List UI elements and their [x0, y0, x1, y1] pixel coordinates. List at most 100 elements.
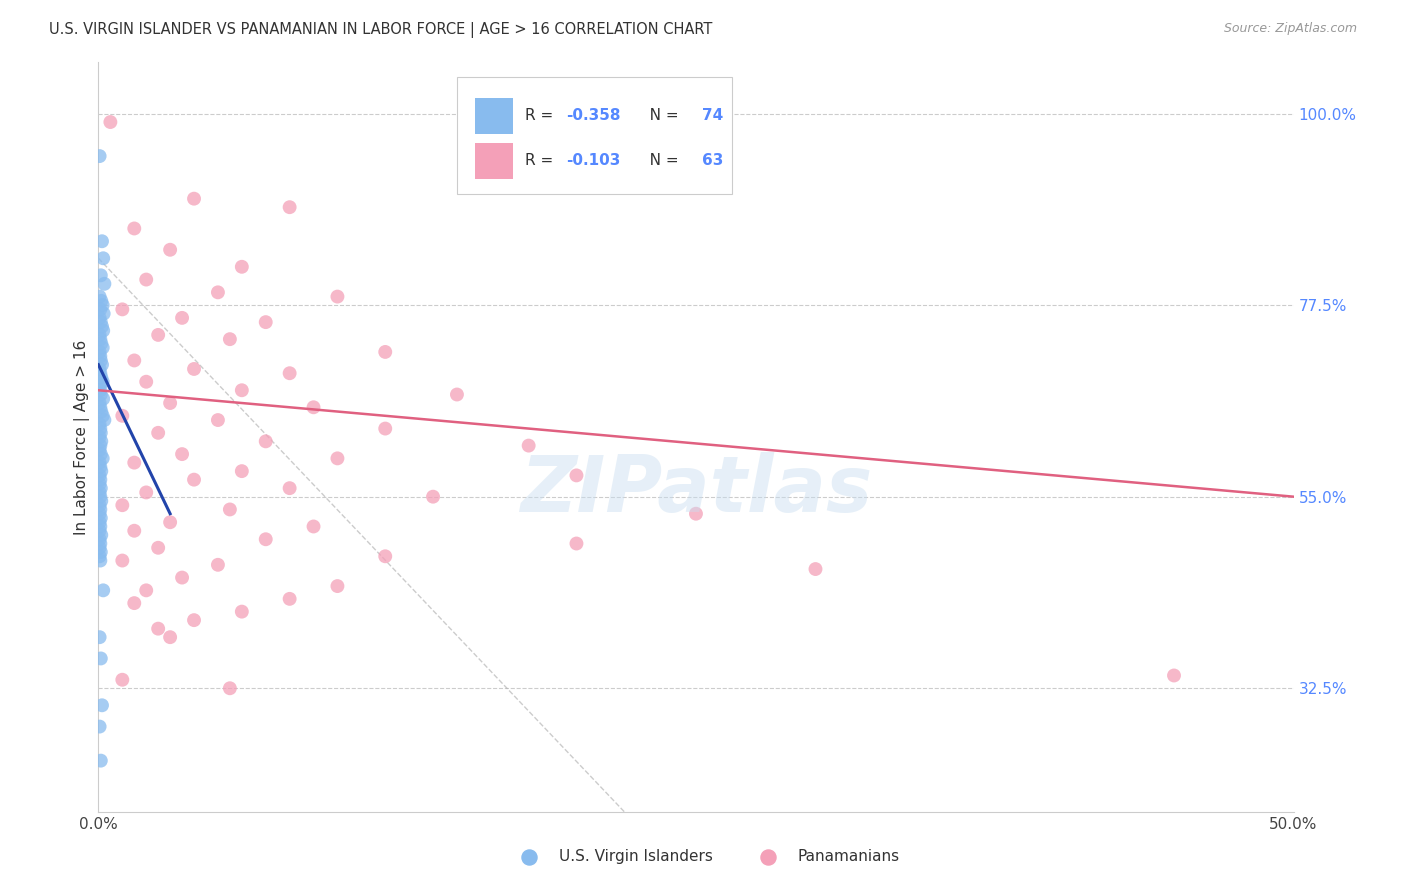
Point — [159, 630, 181, 644]
Point — [148, 327, 170, 342]
Point — [89, 468, 111, 483]
Point — [90, 511, 112, 525]
Point — [159, 396, 181, 410]
Point — [89, 507, 111, 521]
Point — [278, 200, 301, 214]
Point — [374, 421, 396, 435]
Point — [89, 289, 111, 303]
FancyBboxPatch shape — [475, 97, 513, 134]
Point — [278, 481, 301, 495]
Point — [90, 293, 112, 308]
FancyBboxPatch shape — [475, 143, 513, 178]
Point — [183, 473, 205, 487]
Point — [135, 485, 157, 500]
Point — [89, 442, 111, 457]
Point — [148, 425, 170, 440]
Point — [90, 494, 112, 508]
Point — [91, 392, 114, 406]
Point — [89, 327, 111, 342]
Point — [89, 485, 111, 500]
Point — [89, 345, 111, 359]
Point — [90, 315, 112, 329]
Point — [302, 519, 325, 533]
Point — [172, 447, 194, 461]
Point — [111, 673, 134, 687]
Point — [231, 260, 253, 274]
Point — [374, 549, 396, 564]
Point — [89, 476, 111, 491]
Text: U.S. Virgin Islanders: U.S. Virgin Islanders — [558, 849, 713, 864]
Point — [91, 358, 114, 372]
Point — [89, 421, 111, 435]
Point — [90, 481, 112, 495]
Point — [90, 754, 112, 768]
Point — [93, 307, 115, 321]
Point — [231, 384, 253, 398]
Text: Panamanians: Panamanians — [797, 849, 900, 864]
Point — [89, 349, 111, 363]
Point — [219, 332, 242, 346]
Point — [89, 536, 111, 550]
Point — [89, 332, 111, 346]
Point — [90, 447, 112, 461]
Point — [685, 507, 707, 521]
Point — [91, 698, 114, 713]
Point — [422, 490, 444, 504]
Point — [90, 370, 112, 384]
Point — [135, 272, 157, 286]
Point — [90, 353, 112, 368]
Point — [91, 298, 114, 312]
Point — [124, 221, 146, 235]
Text: -0.103: -0.103 — [565, 153, 620, 168]
Point — [124, 353, 146, 368]
Point — [135, 375, 157, 389]
Point — [148, 622, 170, 636]
Point — [90, 464, 112, 478]
Point — [183, 613, 205, 627]
Point — [90, 434, 112, 449]
Point — [219, 502, 242, 516]
Point — [91, 583, 114, 598]
Point — [565, 536, 588, 550]
Point — [89, 366, 111, 380]
Point — [231, 605, 253, 619]
Point — [231, 464, 253, 478]
Point — [254, 533, 277, 547]
Point — [159, 515, 181, 529]
Point — [159, 243, 181, 257]
Point — [89, 459, 111, 474]
Point — [89, 396, 111, 410]
Point — [219, 681, 242, 696]
Text: Source: ZipAtlas.com: Source: ZipAtlas.com — [1223, 22, 1357, 36]
Point — [90, 651, 112, 665]
Point — [124, 524, 146, 538]
Point — [89, 417, 111, 432]
Point — [302, 401, 325, 415]
Point — [90, 545, 112, 559]
Point — [90, 387, 112, 401]
Point — [91, 409, 114, 423]
Point — [148, 541, 170, 555]
Point — [91, 341, 114, 355]
FancyBboxPatch shape — [457, 78, 733, 194]
Point — [89, 553, 111, 567]
Point — [93, 413, 115, 427]
Point — [91, 234, 114, 248]
Y-axis label: In Labor Force | Age > 16: In Labor Force | Age > 16 — [75, 340, 90, 534]
Point — [254, 315, 277, 329]
Point — [326, 451, 349, 466]
Point — [517, 439, 540, 453]
Text: N =: N = — [636, 153, 683, 168]
Point — [278, 366, 301, 380]
Point — [1163, 668, 1185, 682]
Point — [111, 409, 134, 423]
Text: -0.358: -0.358 — [565, 108, 620, 123]
Point — [90, 528, 112, 542]
Point — [91, 375, 114, 389]
Point — [89, 524, 111, 538]
Text: N =: N = — [636, 108, 683, 123]
Point — [91, 451, 114, 466]
Point — [89, 519, 111, 533]
Point — [89, 720, 111, 734]
Point — [124, 456, 146, 470]
